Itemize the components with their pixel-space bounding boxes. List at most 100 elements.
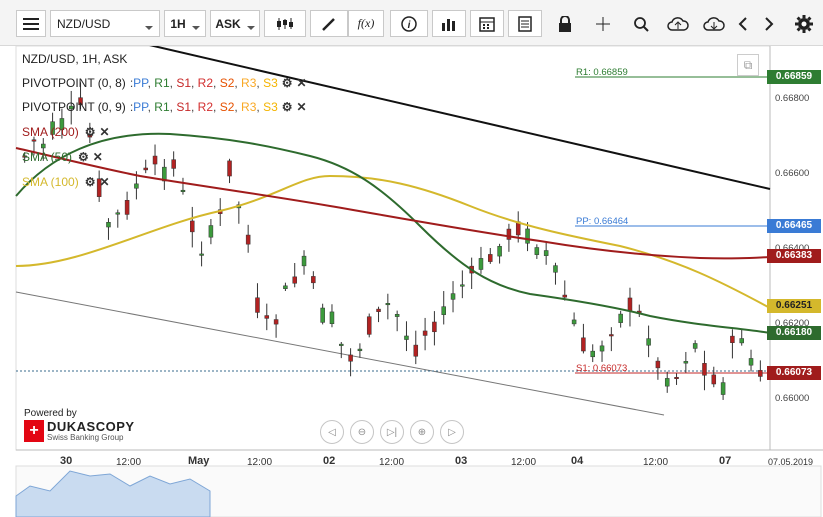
pivot-indicator-2[interactable]: PIVOTPOINT (0, 9) :PP, R1, S1, R2, S2, R… bbox=[22, 100, 307, 114]
candle-body bbox=[162, 166, 167, 182]
navigator-series bbox=[15, 470, 211, 517]
expand-icon[interactable]: ⧉ bbox=[737, 54, 759, 76]
r1-line-label: R1: 0.66859 bbox=[576, 67, 628, 78]
cloud-upload-button[interactable] bbox=[662, 10, 694, 37]
time-axis-label: 12:00 bbox=[511, 457, 537, 468]
candle-body bbox=[404, 335, 409, 340]
price-scale-label: 0.66000 bbox=[775, 393, 810, 404]
close-icon[interactable]: ✕ bbox=[99, 175, 110, 189]
report-button[interactable] bbox=[508, 10, 542, 37]
candle-body bbox=[68, 105, 74, 110]
pivot-level-label: : bbox=[129, 76, 134, 90]
candle-body bbox=[571, 319, 577, 325]
powered-by-label: Powered by bbox=[24, 408, 77, 419]
sma-50-legend[interactable]: SMA (50) ⚙ ✕ bbox=[22, 150, 103, 164]
settings-button[interactable] bbox=[792, 10, 816, 37]
scroll-right-button[interactable] bbox=[758, 10, 780, 37]
candle-body bbox=[273, 319, 279, 325]
lock-button[interactable] bbox=[550, 10, 580, 37]
price-chart[interactable] bbox=[0, 46, 823, 517]
pivot-level-label: : bbox=[129, 100, 134, 114]
crosshair-icon bbox=[596, 16, 610, 31]
gear-icon[interactable]: ⚙ bbox=[78, 150, 89, 164]
candle-body bbox=[59, 118, 65, 131]
sma-200-legend[interactable]: SMA (200) ⚙ ✕ bbox=[22, 125, 110, 139]
pivot-level-label: S1 bbox=[176, 100, 191, 114]
sma-label: SMA (100) bbox=[22, 175, 79, 189]
chevron-down-icon bbox=[145, 26, 153, 30]
pivot-level-label: , bbox=[147, 100, 155, 114]
price-scale-label: 0.66400 bbox=[775, 243, 809, 254]
sma-100-line bbox=[15, 174, 771, 309]
pivot-level-label: , bbox=[234, 76, 242, 90]
calendar-button[interactable] bbox=[470, 10, 504, 37]
pivot-indicator-1[interactable]: PIVOTPOINT (0, 8) :PP, R1, S1, R2, S2, R… bbox=[22, 76, 307, 90]
reset-zoom-icon[interactable]: ▷| bbox=[380, 420, 404, 444]
pivot-level-label: , bbox=[213, 76, 220, 90]
candle-body bbox=[711, 374, 717, 385]
candle-body bbox=[152, 155, 158, 165]
side-select[interactable]: ASK bbox=[210, 10, 260, 37]
timeframe-select[interactable]: 1H bbox=[164, 10, 206, 37]
function-fx-button[interactable]: f(x) bbox=[348, 10, 384, 37]
scroll-left-icon[interactable]: ◁ bbox=[320, 420, 344, 444]
gear-icon[interactable]: ⚙ bbox=[84, 125, 96, 139]
chevron-down-icon bbox=[246, 26, 255, 30]
report-icon bbox=[518, 15, 532, 32]
s1-line-label: S1: 0.66073 bbox=[576, 363, 628, 374]
cloud-download-icon bbox=[703, 16, 725, 31]
gear-icon[interactable]: ⚙ bbox=[84, 175, 96, 189]
crosshair-button[interactable] bbox=[588, 10, 618, 37]
zoom-out-icon[interactable]: ⊖ bbox=[350, 420, 374, 444]
candle-body bbox=[488, 254, 493, 262]
candle-body bbox=[692, 343, 698, 349]
candle-body bbox=[264, 315, 270, 319]
cloud-download-button[interactable] bbox=[698, 10, 730, 37]
close-icon[interactable]: ✕ bbox=[296, 76, 307, 90]
candle-body bbox=[50, 121, 55, 135]
pivot-level-label: , bbox=[147, 76, 155, 90]
draw-tool-button[interactable] bbox=[310, 10, 348, 37]
candle-body bbox=[618, 313, 623, 323]
symbol-select[interactable]: NZD/USD bbox=[50, 10, 160, 37]
close-icon[interactable]: ✕ bbox=[92, 150, 103, 164]
calendar-icon bbox=[479, 16, 495, 32]
zoom-button[interactable] bbox=[626, 10, 656, 37]
candle-body bbox=[627, 297, 633, 312]
zoom-in-icon[interactable]: ⊕ bbox=[410, 420, 434, 444]
pivot-level-label: , bbox=[256, 100, 264, 114]
candle-body bbox=[227, 160, 232, 177]
pivot-level-label: PP bbox=[133, 100, 148, 114]
candle-body bbox=[22, 155, 27, 158]
price-scale-label: 0.66600 bbox=[775, 168, 810, 179]
candle-body bbox=[609, 334, 614, 337]
scroll-right-icon[interactable]: ▷ bbox=[440, 420, 464, 444]
candle-type-button[interactable] bbox=[264, 10, 306, 37]
scroll-left-button[interactable] bbox=[732, 10, 754, 37]
volume-button[interactable] bbox=[432, 10, 466, 37]
chart-area[interactable]: NZD/USD, 1H, ASK PIVOTPOINT (0, 8) :PP, … bbox=[0, 46, 823, 517]
close-icon[interactable]: ✕ bbox=[296, 100, 307, 114]
gear-icon[interactable]: ⚙ bbox=[281, 100, 293, 114]
svg-text:i: i bbox=[408, 20, 411, 31]
gear-icon[interactable]: ⚙ bbox=[281, 76, 293, 90]
candle-body bbox=[357, 348, 363, 352]
pivot-level-label: , bbox=[256, 76, 264, 90]
pivot-level-label: S1 bbox=[176, 76, 191, 90]
time-axis-label: 12:00 bbox=[379, 457, 405, 468]
candle-body bbox=[348, 354, 353, 362]
candle-body bbox=[180, 189, 186, 192]
hamburger-menu-icon[interactable] bbox=[16, 10, 46, 37]
time-axis-label: May bbox=[188, 455, 210, 467]
candle-body bbox=[562, 294, 568, 298]
candle-body bbox=[190, 220, 195, 233]
sma-100-legend[interactable]: SMA (100) ⚙ ✕ bbox=[22, 175, 110, 189]
candle-body bbox=[171, 159, 176, 169]
info-button[interactable]: i bbox=[390, 10, 428, 37]
price-tag-sma50: 0.66180 bbox=[767, 326, 821, 340]
candle-body bbox=[702, 363, 707, 376]
candle-body bbox=[96, 178, 102, 197]
pivot-level-label: , bbox=[169, 76, 177, 90]
chart-header: NZD/USD, 1H, ASK bbox=[22, 52, 127, 66]
close-icon[interactable]: ✕ bbox=[99, 125, 110, 139]
